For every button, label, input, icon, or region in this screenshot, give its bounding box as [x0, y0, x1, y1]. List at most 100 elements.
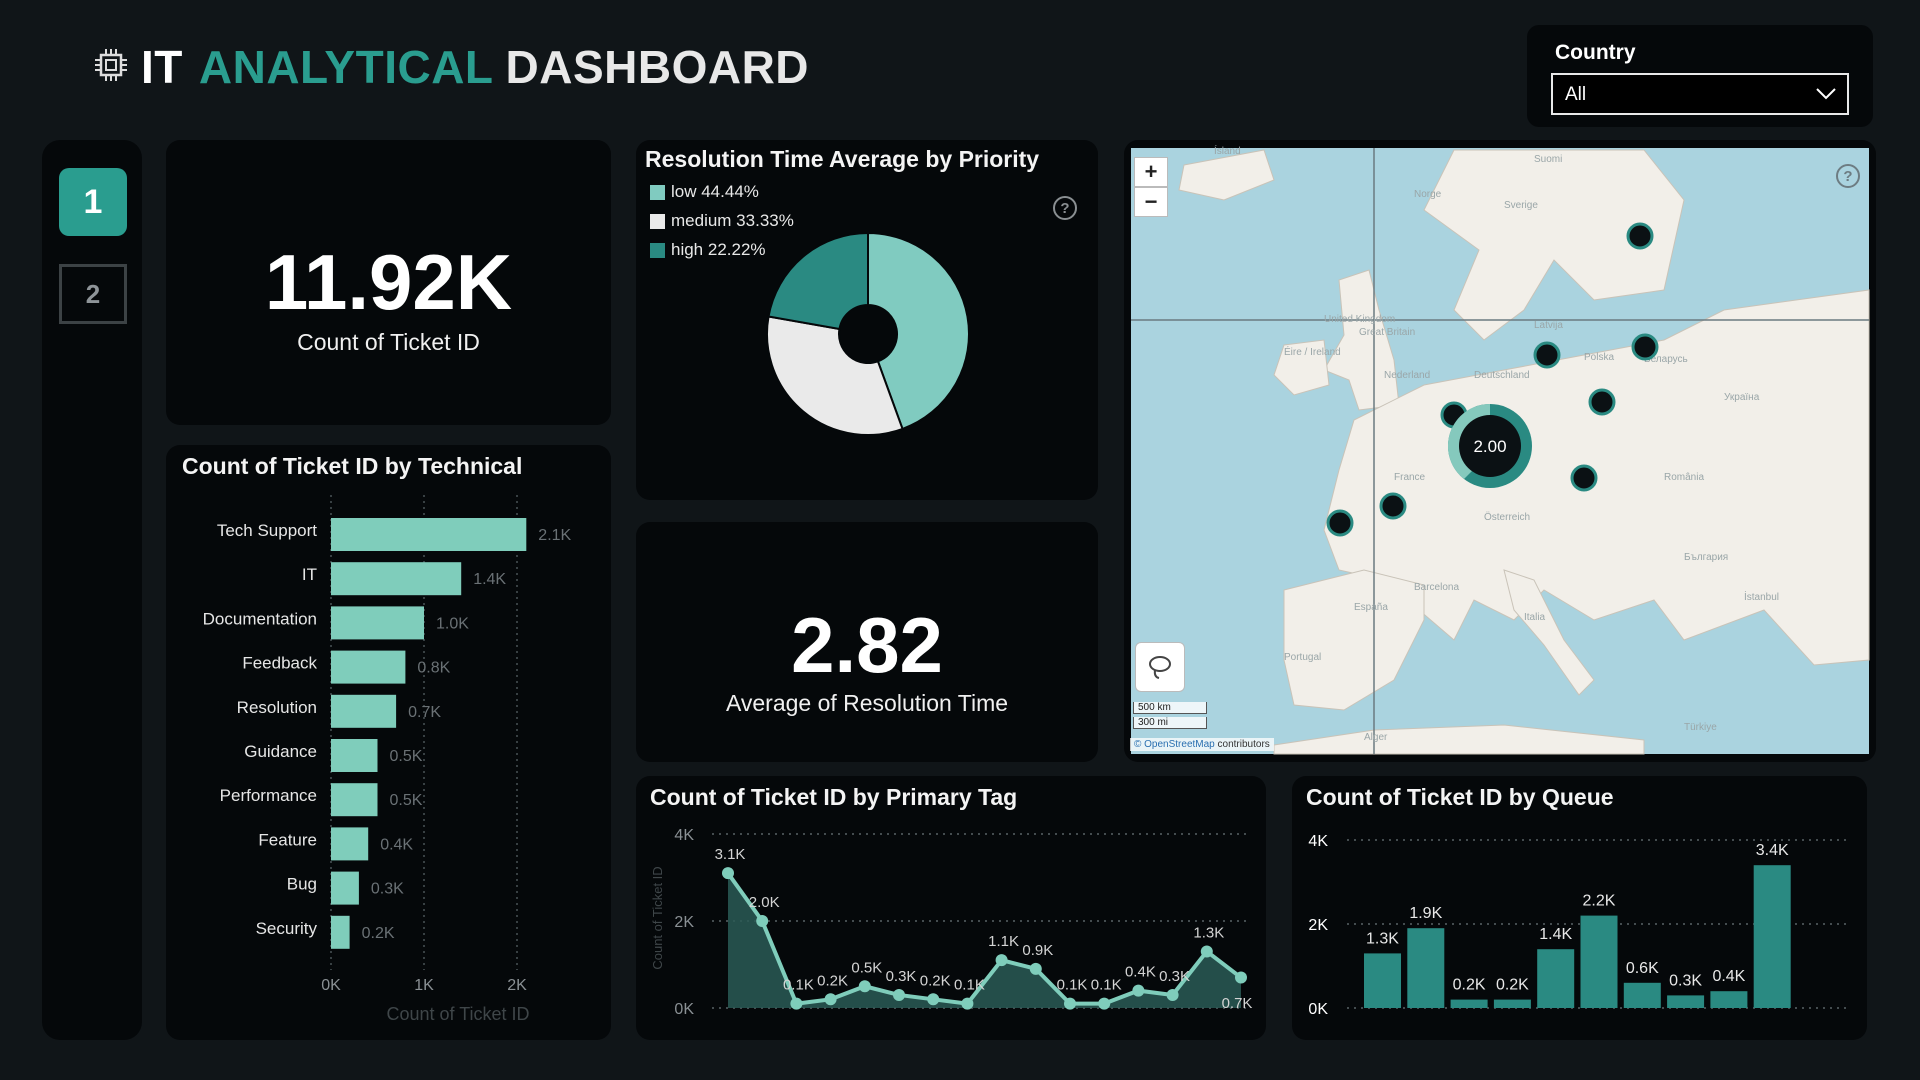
data-point[interactable]	[1029, 962, 1042, 975]
page-2-button[interactable]: 2	[59, 264, 127, 324]
data-point[interactable]	[927, 993, 940, 1006]
data-point[interactable]	[1064, 997, 1076, 1010]
data-point[interactable]	[756, 915, 769, 927]
bar[interactable]	[331, 518, 527, 551]
zoom-out-button[interactable]: −	[1134, 187, 1168, 217]
map-cluster-marker[interactable]	[1626, 222, 1654, 250]
donut-slice-medium[interactable]	[766, 315, 904, 436]
data-point[interactable]	[893, 988, 905, 1001]
data-label: 1.4K	[1539, 926, 1572, 943]
category-label: Tech Support	[217, 521, 317, 540]
legend-item-low[interactable]: low 44.44%	[650, 182, 759, 202]
zoom-in-button[interactable]: +	[1134, 157, 1168, 187]
map-cluster-marker[interactable]	[1570, 464, 1598, 492]
data-label: 0.1K	[783, 977, 814, 994]
bar[interactable]	[331, 871, 359, 905]
osm-link[interactable]: © OpenStreetMap	[1134, 739, 1215, 750]
data-point[interactable]	[1235, 971, 1247, 984]
primary-tag-card: Count of Ticket ID by Primary Tag 0K 2K 4K…	[636, 776, 1266, 1040]
map-attribution: © OpenStreetMap contributors	[1130, 738, 1274, 751]
map-scale-km: 500 km	[1133, 702, 1207, 714]
bar[interactable]	[331, 915, 350, 949]
data-label: 1.4K	[473, 571, 506, 588]
bar[interactable]	[331, 827, 369, 861]
map-cluster-marker[interactable]	[1588, 388, 1616, 416]
page-1-button[interactable]: 1	[59, 168, 127, 236]
bar[interactable]	[331, 562, 462, 596]
map-cluster-marker[interactable]	[1533, 341, 1561, 369]
attribution-text: contributors	[1214, 739, 1270, 750]
donut-slice-low[interactable]	[867, 231, 970, 431]
bar[interactable]	[331, 739, 378, 772]
area-fill	[728, 873, 1241, 1008]
data-label: 0.1K	[1091, 977, 1122, 994]
country-slicer-label: Country	[1555, 41, 1636, 64]
data-point[interactable]	[1200, 945, 1213, 958]
category-label: Documentation	[203, 609, 317, 628]
bar[interactable]	[1623, 982, 1661, 1008]
map-place-label: Suomi	[1534, 154, 1562, 165]
resolution-priority-card: Resolution Time Average by Priority low …	[636, 140, 1098, 500]
bar[interactable]	[1753, 865, 1791, 1008]
data-point[interactable]	[858, 980, 871, 993]
bar[interactable]	[331, 606, 424, 640]
data-point[interactable]	[722, 867, 734, 880]
data-point[interactable]	[1166, 988, 1179, 1001]
map-place-label: Norge	[1414, 189, 1442, 200]
bar[interactable]	[331, 783, 378, 817]
map-cluster-marker[interactable]	[1326, 509, 1354, 537]
data-point[interactable]	[1098, 997, 1111, 1010]
legend-swatch-high	[650, 242, 665, 258]
title-word-dashboard: DASHBOARD	[505, 41, 810, 93]
bar[interactable]	[1493, 999, 1531, 1008]
data-label: 0.3K	[371, 881, 404, 898]
bar[interactable]	[1450, 999, 1488, 1008]
map-place-label: United Kingdom	[1324, 314, 1395, 325]
legend-item-high[interactable]: high 22.22%	[650, 240, 766, 260]
category-label: Bug	[287, 875, 317, 894]
data-label: 0.2K	[362, 925, 395, 942]
help-icon[interactable]: ?	[1053, 196, 1077, 220]
map-cluster-marker[interactable]	[1379, 492, 1407, 520]
map-cluster-ring-arc	[1447, 404, 1490, 479]
bar[interactable]	[331, 694, 397, 728]
map-land-ireland	[1273, 339, 1330, 396]
kpi-resolution-label: Average of Resolution Time	[725, 690, 1009, 716]
country-dropdown[interactable]: All	[1551, 73, 1849, 115]
map-cluster-marker[interactable]	[1631, 333, 1659, 361]
map-place-label: Nederland	[1384, 370, 1430, 381]
bar[interactable]	[1667, 995, 1705, 1008]
dashboard-header: IT ANALYTICAL DASHBOARD	[95, 40, 809, 94]
legend-item-medium[interactable]: medium 33.33%	[650, 211, 794, 231]
technical-chart-title: Count of Ticket ID by Technical	[182, 453, 523, 479]
legend-label-high: high 22.22%	[671, 240, 766, 259]
donut-slice-high[interactable]	[767, 231, 869, 331]
data-label: 0.2K	[1453, 977, 1486, 994]
y-tick-label: 2K	[1308, 917, 1328, 934]
data-point[interactable]	[961, 997, 974, 1010]
category-label: Guidance	[244, 742, 317, 761]
lasso-select-button[interactable]	[1135, 642, 1185, 692]
y-tick-label: 4K	[1308, 833, 1328, 850]
data-point[interactable]	[824, 993, 837, 1006]
data-label: 0.2K	[1496, 977, 1529, 994]
data-label: 0.7K	[408, 704, 441, 721]
bar[interactable]	[1580, 915, 1618, 1008]
queue-title: Count of Ticket ID by Queue	[1306, 784, 1614, 810]
kpi-resolution-value: 2.82	[791, 601, 943, 689]
bar[interactable]	[1407, 928, 1445, 1008]
bar[interactable]	[1537, 949, 1575, 1008]
bar[interactable]	[1364, 953, 1401, 1008]
data-point[interactable]	[790, 997, 803, 1010]
europe-map[interactable]: Ísland Suomi Norge Sverige United Kingdom Gre…	[1124, 140, 1876, 762]
bar[interactable]	[1710, 991, 1748, 1008]
data-point[interactable]	[995, 954, 1008, 967]
bar[interactable]	[331, 650, 406, 684]
category-label: Resolution	[237, 698, 317, 717]
area-line	[726, 871, 1243, 1006]
map-place-label: Україна	[1724, 392, 1760, 403]
data-label: 0.3K	[1159, 968, 1190, 985]
data-point[interactable]	[1132, 984, 1145, 997]
map-help-icon[interactable]: ?	[1836, 164, 1860, 188]
